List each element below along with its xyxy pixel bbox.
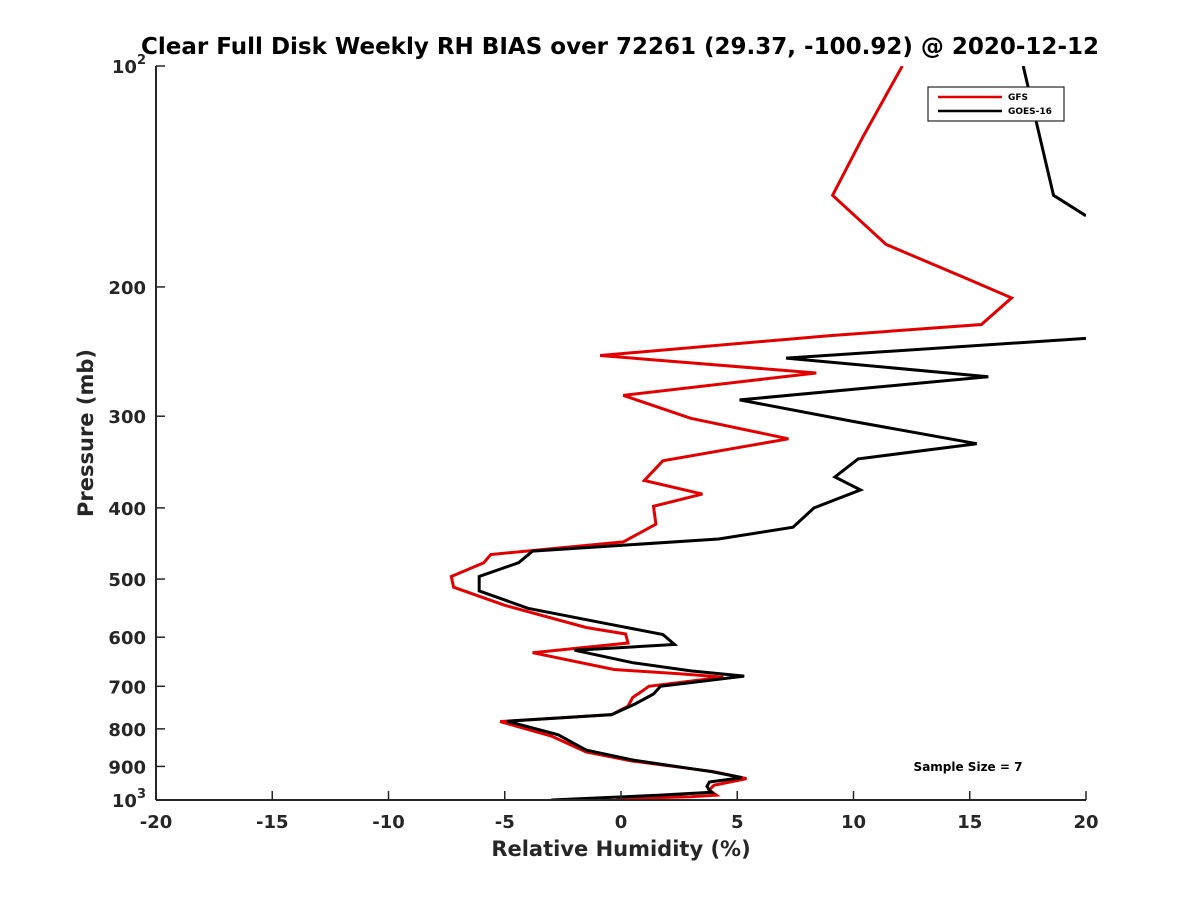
x-tick-label: -15	[256, 812, 289, 833]
x-tick-label: 10	[841, 812, 866, 833]
legend-label-gfs: GFS	[1008, 93, 1028, 103]
y-tick-label: 700	[108, 677, 146, 698]
y-axis-label: Pressure (mb)	[74, 349, 98, 517]
x-tick-label: 20	[1073, 812, 1098, 833]
y-tick-label: 500	[108, 570, 146, 591]
series-line-gfs	[449, 66, 1015, 800]
y-tick-label: 103	[112, 787, 146, 812]
x-tick-label: -20	[140, 812, 173, 833]
series-line-goes-16	[477, 66, 1086, 800]
x-tick-label: 5	[731, 812, 744, 833]
legend-label-goes16: GOES-16	[1008, 107, 1052, 117]
y-tick-label: 200	[108, 278, 146, 299]
y-tick-label: 800	[108, 720, 146, 741]
x-tick-label: 15	[957, 812, 982, 833]
y-tick-label: 300	[108, 407, 146, 428]
x-tick-label: 0	[615, 812, 628, 833]
x-axis-label: Relative Humidity (%)	[491, 837, 750, 861]
y-tick-label: 600	[108, 628, 146, 649]
y-tick-label: 900	[108, 757, 146, 778]
x-tick-label: -5	[495, 812, 515, 833]
legend-box	[927, 86, 1065, 122]
legend: GFS GOES-16	[927, 86, 1065, 122]
y-tick-label: 400	[108, 499, 146, 520]
x-tick-label: -10	[372, 812, 405, 833]
y-tick-label: 102	[112, 53, 146, 78]
chart-title: Clear Full Disk Weekly RH BIAS over 7226…	[141, 34, 1099, 60]
sample-size-annotation: Sample Size = 7	[914, 760, 1023, 774]
